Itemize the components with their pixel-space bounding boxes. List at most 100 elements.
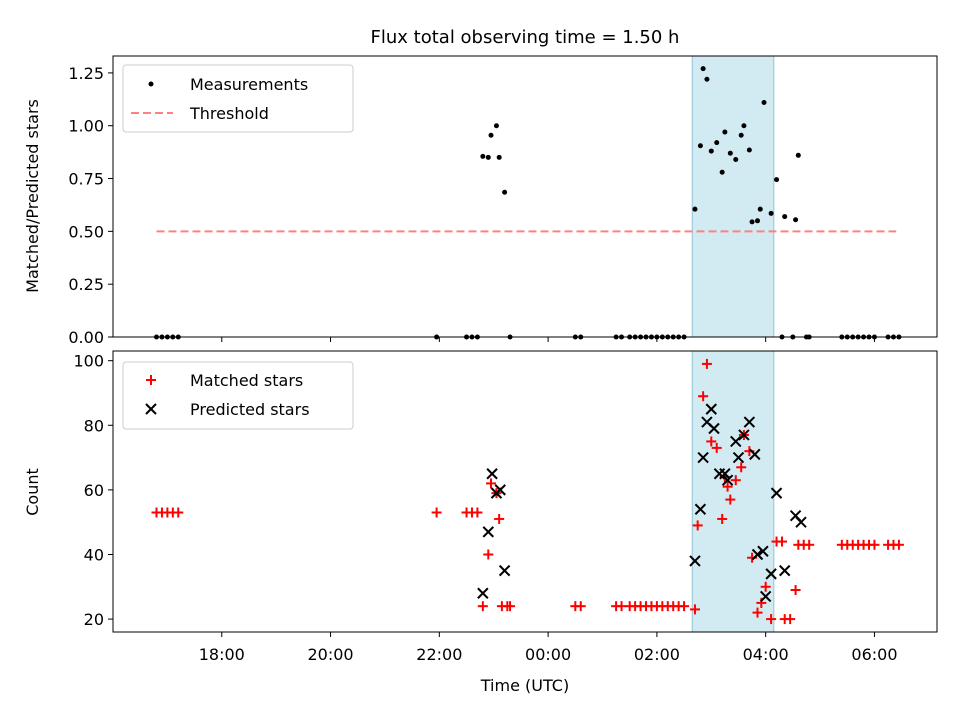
legend-predicted-label: Predicted stars bbox=[190, 400, 310, 419]
matched-point bbox=[679, 601, 690, 612]
matched-point bbox=[575, 601, 586, 612]
predicted-point bbox=[743, 416, 756, 428]
matched-point bbox=[725, 494, 736, 505]
measurement-point bbox=[733, 157, 739, 163]
y-tick-label: 80 bbox=[84, 416, 104, 435]
top-panel: Flux total observing time = 1.50 h 0.000… bbox=[23, 27, 938, 347]
x-tick-label: 20:00 bbox=[308, 645, 354, 664]
y-tick-label: 60 bbox=[84, 481, 104, 500]
legend-measurements-label: Measurements bbox=[190, 75, 308, 94]
predicted-point bbox=[689, 555, 701, 567]
matched-point bbox=[486, 478, 497, 489]
y-tick-label: 1.00 bbox=[68, 117, 104, 136]
measurement-point bbox=[755, 218, 761, 224]
predicted-point bbox=[697, 451, 709, 464]
top-x-axis-ticks bbox=[221, 337, 875, 342]
measurement-point bbox=[749, 219, 755, 225]
y-tick-label: 0.50 bbox=[68, 222, 104, 241]
measurement-point bbox=[704, 76, 710, 82]
matched-point bbox=[790, 585, 801, 596]
x-tick-label: 22:00 bbox=[416, 645, 462, 664]
top-legend-box bbox=[122, 64, 354, 133]
x-tick-label: 04:00 bbox=[743, 645, 789, 664]
predicted-point bbox=[757, 545, 769, 557]
matched-point bbox=[893, 539, 904, 550]
matched-point bbox=[173, 507, 184, 518]
measurement-point bbox=[700, 66, 706, 72]
predicted-point bbox=[694, 503, 707, 515]
predicted-point bbox=[795, 516, 807, 528]
measurement-point bbox=[493, 123, 499, 129]
matched-point bbox=[766, 614, 777, 625]
bottom-highlight-span bbox=[691, 350, 775, 633]
measurement-point bbox=[782, 214, 788, 220]
matched-point bbox=[472, 507, 483, 518]
matched-point bbox=[701, 358, 712, 369]
measurement-point bbox=[795, 152, 801, 158]
legend-measurements-marker bbox=[148, 81, 154, 87]
top-plot-frame bbox=[112, 55, 938, 338]
measurement-point bbox=[757, 206, 763, 212]
measurement-point bbox=[719, 169, 725, 175]
predicted-point bbox=[708, 422, 720, 435]
predicted-point bbox=[719, 468, 731, 480]
matched-point bbox=[711, 442, 722, 453]
predicted-point bbox=[730, 435, 742, 448]
measurement-point bbox=[488, 132, 494, 138]
measurement-point bbox=[741, 123, 747, 129]
predicted-point bbox=[721, 474, 734, 486]
matched-point bbox=[505, 601, 516, 612]
bottom-panel: 20 40 60 80 100 18:00 20:00 22:00 00:00 02:00 04:… bbox=[23, 350, 938, 695]
predicted-point bbox=[482, 526, 494, 538]
measurement-point bbox=[722, 129, 728, 135]
measurement-point bbox=[714, 140, 720, 146]
x-tick-label: 02:00 bbox=[634, 645, 680, 664]
top-chart-title: Flux total observing time = 1.50 h bbox=[371, 27, 680, 48]
matched-point bbox=[722, 481, 733, 492]
predicted-point bbox=[779, 564, 791, 577]
measurement-point bbox=[746, 147, 752, 153]
measurement-point bbox=[692, 206, 698, 212]
top-y-axis-ticks: 0.00 0.25 0.50 0.75 1.00 1.25 bbox=[68, 64, 113, 347]
bottom-legend: Matched stars Predicted stars bbox=[122, 361, 354, 430]
y-tick-label: 20 bbox=[84, 610, 104, 629]
matched-point bbox=[692, 520, 703, 531]
predicted-point bbox=[486, 468, 498, 480]
predicted-point bbox=[749, 448, 761, 461]
predicted-point bbox=[498, 564, 511, 577]
matched-point bbox=[483, 549, 494, 560]
matched-point bbox=[477, 601, 488, 612]
measurement-point bbox=[774, 177, 780, 183]
bottom-y-axis-label: Count bbox=[23, 468, 42, 516]
predicted-point bbox=[770, 487, 783, 499]
predicted-point bbox=[705, 403, 717, 415]
legend-matched-label: Matched stars bbox=[190, 371, 303, 390]
predicted-point bbox=[765, 568, 777, 580]
matched-point bbox=[730, 475, 741, 486]
bottom-x-axis-ticks: 18:00 20:00 22:00 00:00 02:00 04:00 06:00 bbox=[199, 632, 898, 664]
top-y-axis-label: Matched/Predicted stars bbox=[23, 99, 42, 293]
predicted-point bbox=[738, 429, 750, 441]
measurement-point bbox=[727, 150, 733, 156]
legend-predicted-marker bbox=[145, 403, 157, 415]
x-tick-label: 06:00 bbox=[851, 645, 897, 664]
measurement-point bbox=[502, 189, 508, 195]
measurement-point bbox=[768, 210, 774, 216]
measurement-point bbox=[485, 154, 491, 160]
matched-point bbox=[776, 536, 787, 547]
top-legend: Measurements Threshold bbox=[122, 64, 354, 133]
bottom-legend-box bbox=[122, 361, 354, 430]
matched-point bbox=[494, 513, 505, 524]
measurement-point bbox=[793, 217, 799, 223]
predicted-point bbox=[751, 548, 764, 561]
matched-point bbox=[869, 539, 880, 550]
y-tick-label: 100 bbox=[73, 352, 104, 371]
matched-point bbox=[689, 604, 700, 615]
measurement-point bbox=[697, 143, 703, 149]
matched-point bbox=[752, 607, 763, 618]
bottom-plot-frame bbox=[112, 350, 938, 633]
measurement-point bbox=[708, 148, 714, 154]
matched-point bbox=[804, 539, 815, 550]
top-highlight-span bbox=[691, 55, 775, 338]
predicted-point bbox=[732, 451, 745, 464]
